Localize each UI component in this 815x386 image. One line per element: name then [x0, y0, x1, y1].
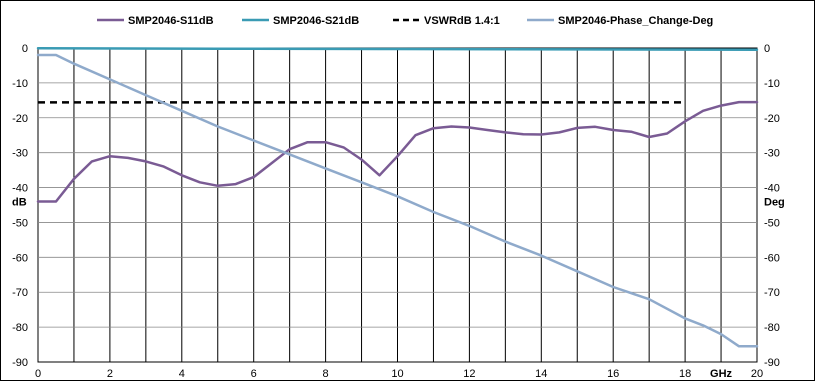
- legend-item-smp2046-s11db: SMP2046-S11dB: [97, 15, 214, 27]
- y-left-tick-label: -90: [12, 357, 28, 369]
- y-left-tick-label: -10: [12, 78, 28, 90]
- y-right-tick-label: -10: [764, 78, 780, 90]
- x-tick-label: 10: [391, 368, 403, 380]
- legend-item-vswrdb-1-4-1: VSWRdB 1.4:1: [393, 15, 500, 27]
- y-right-tick-label: -30: [764, 148, 780, 160]
- y-left-tick-label: -40: [12, 183, 28, 195]
- x-tick-label: 6: [251, 368, 257, 380]
- y-left-tick-label: -20: [12, 113, 28, 125]
- y-left-tick-label: -30: [12, 148, 28, 160]
- legend-label: VSWRdB 1.4:1: [424, 15, 500, 27]
- axes: 0 -10 -20 -30 -40 -50 -60 -70 -80 -90 0 -10 -20 -30 -4…: [12, 43, 785, 380]
- x-tick-label: 16: [607, 368, 619, 380]
- legend-label: SMP2046-S21dB: [273, 15, 359, 27]
- legend-item-smp2046-s21db: SMP2046-S21dB: [242, 15, 359, 27]
- series-line-smp2046-s11db: [36, 100, 759, 203]
- y-right-tick-label: -60: [764, 252, 780, 264]
- grid: [37, 47, 758, 363]
- legend-item-smp2046-phase-change-deg: SMP2046-Phase_Change-Deg: [527, 15, 713, 27]
- y-left-axis-label: dB: [12, 197, 27, 209]
- y-left-tick-label: -60: [12, 252, 28, 264]
- y-right-tick-label: -50: [764, 217, 780, 229]
- legend-label: SMP2046-S11dB: [128, 15, 214, 27]
- x-tick-label: 12: [463, 368, 475, 380]
- y-left-tick-label: -70: [12, 287, 28, 299]
- series-line-smp2046-phase-change-deg: [36, 53, 759, 348]
- y-right-tick-label: -40: [764, 183, 780, 195]
- y-right-tick-label: -20: [764, 113, 780, 125]
- y-left-tick-label: 0: [22, 43, 28, 55]
- y-left-tick-label: -80: [12, 322, 28, 334]
- y-right-axis-label: Deg: [764, 197, 785, 209]
- y-left-tick-label: -50: [12, 217, 28, 229]
- series-layer: [36, 47, 759, 348]
- y-right-tick-label: -90: [764, 357, 780, 369]
- x-tick-label: 2: [107, 368, 113, 380]
- x-tick-label: 14: [535, 368, 547, 380]
- x-tick-label: 0: [35, 368, 41, 380]
- y-right-tick-label: 0: [764, 43, 770, 55]
- x-tick-label: 20: [751, 368, 763, 380]
- y-right-tick-label: -80: [764, 322, 780, 334]
- legend: SMP2046-S11dB SMP2046-S21dB VSWRdB 1.4:1 SM…: [97, 15, 713, 27]
- x-tick-label: 4: [179, 368, 185, 380]
- x-unit-label: GHz: [710, 368, 733, 380]
- x-tick-label: 8: [323, 368, 329, 380]
- y-right-tick-label: -70: [764, 287, 780, 299]
- series-line-smp2046-s21db: [36, 47, 759, 51]
- x-tick-label: 18: [679, 368, 691, 380]
- legend-label: SMP2046-Phase_Change-Deg: [558, 15, 713, 27]
